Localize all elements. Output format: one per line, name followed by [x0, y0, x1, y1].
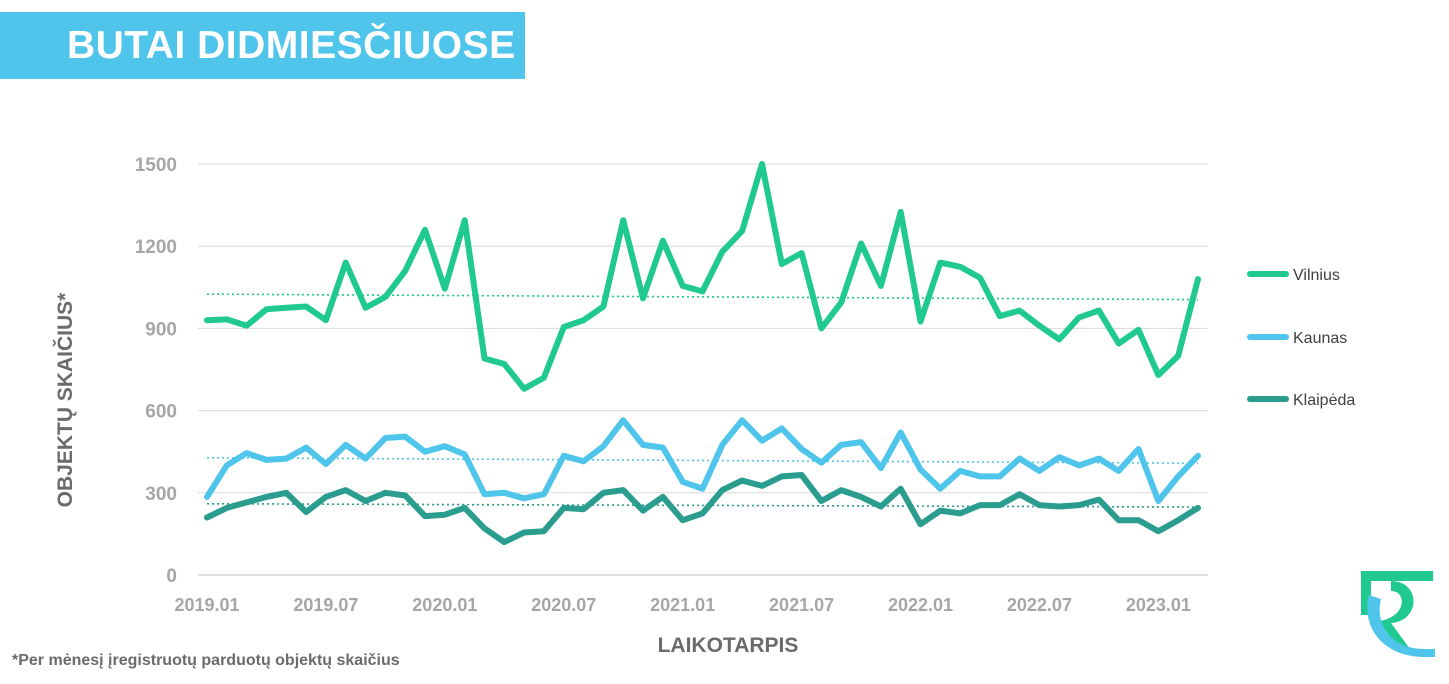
y-tick-label: 0 [166, 566, 177, 587]
y-tick-label: 1200 [135, 237, 177, 258]
legend-label: Klaipėda [1293, 392, 1355, 409]
footnote: *Per mėnesį įregistruotų parduotų objekt… [12, 652, 400, 669]
y-tick-label: 900 [145, 319, 177, 340]
trend-line-2 [206, 502, 1199, 508]
x-tick-label: 2019.07 [293, 595, 358, 615]
y-axis-ticks: 0 300 600 900 1200 1500 [135, 155, 177, 587]
y-tick-label: 600 [145, 402, 177, 423]
y-axis-label: OBJEKTŲ SKAIČIUS* [53, 292, 77, 508]
series-line-kaunas [204, 417, 1201, 504]
x-tick-label: 2020.01 [412, 595, 477, 615]
x-tick-label: 2019.01 [174, 595, 239, 615]
x-tick-label: 2022.01 [888, 595, 953, 615]
title-banner [0, 12, 525, 79]
rc-logo-icon [1361, 571, 1435, 657]
x-tick-label: 2021.07 [769, 595, 834, 615]
x-tick-label: 2023.01 [1126, 595, 1191, 615]
series-line-vilnius [204, 161, 1201, 392]
legend-label: Vilnius [1293, 267, 1340, 284]
trend-line-1 [206, 456, 1199, 465]
x-tick-label: 2020.07 [531, 595, 596, 615]
trend-line-0 [206, 293, 1199, 301]
y-tick-label: 300 [145, 484, 177, 505]
series-lines [204, 161, 1201, 546]
x-axis-label: LAIKOTARPIS [658, 634, 799, 657]
x-tick-label: 2021.01 [650, 595, 715, 615]
y-tick-label: 1500 [135, 155, 177, 176]
x-tick-label: 2022.07 [1007, 595, 1072, 615]
x-axis-ticks: 2019.01 2019.07 2020.01 2020.07 2021.01 2021.… [174, 595, 1190, 615]
page-title: BUTAI DIDMIESČIUOSE [67, 24, 516, 67]
legend: Vilnius Kaunas Klaipėda [1247, 267, 1355, 409]
legend-label: Kaunas [1293, 330, 1347, 347]
trend-lines [206, 293, 1199, 508]
series-line-klaipėda [204, 472, 1201, 546]
